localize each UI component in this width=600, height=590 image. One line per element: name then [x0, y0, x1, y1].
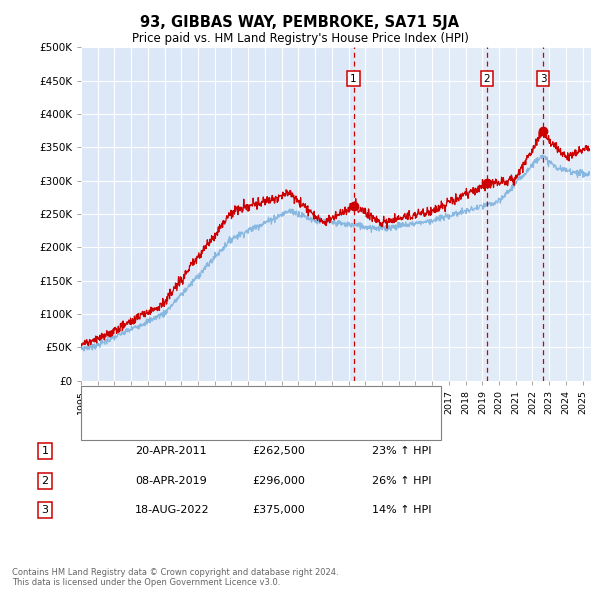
Text: ——: ——: [88, 419, 113, 433]
Text: 1: 1: [350, 74, 357, 84]
Text: 18-AUG-2022: 18-AUG-2022: [135, 506, 209, 515]
Text: 93, GIBBAS WAY, PEMBROKE, SA71 5JA (detached house): 93, GIBBAS WAY, PEMBROKE, SA71 5JA (deta…: [114, 396, 411, 407]
Text: Price paid vs. HM Land Registry's House Price Index (HPI): Price paid vs. HM Land Registry's House …: [131, 32, 469, 45]
Text: 93, GIBBAS WAY, PEMBROKE, SA71 5JA: 93, GIBBAS WAY, PEMBROKE, SA71 5JA: [140, 15, 460, 30]
Text: 14% ↑ HPI: 14% ↑ HPI: [372, 506, 431, 515]
Text: 23% ↑ HPI: 23% ↑ HPI: [372, 447, 431, 456]
Text: 3: 3: [539, 74, 547, 84]
Text: £375,000: £375,000: [252, 506, 305, 515]
Text: ——: ——: [88, 395, 113, 408]
Text: 2: 2: [484, 74, 490, 84]
Text: Contains HM Land Registry data © Crown copyright and database right 2024.
This d: Contains HM Land Registry data © Crown c…: [12, 568, 338, 587]
Text: 1: 1: [41, 447, 49, 456]
Text: HPI: Average price, detached house, Pembrokeshire: HPI: Average price, detached house, Pemb…: [114, 421, 384, 431]
Text: 26% ↑ HPI: 26% ↑ HPI: [372, 476, 431, 486]
Bar: [353, 47, 591, 381]
Text: 20-APR-2011: 20-APR-2011: [135, 447, 206, 456]
Text: 3: 3: [41, 506, 49, 515]
Text: £262,500: £262,500: [252, 447, 305, 456]
Text: £296,000: £296,000: [252, 476, 305, 486]
Text: 08-APR-2019: 08-APR-2019: [135, 476, 207, 486]
Text: 2: 2: [41, 476, 49, 486]
